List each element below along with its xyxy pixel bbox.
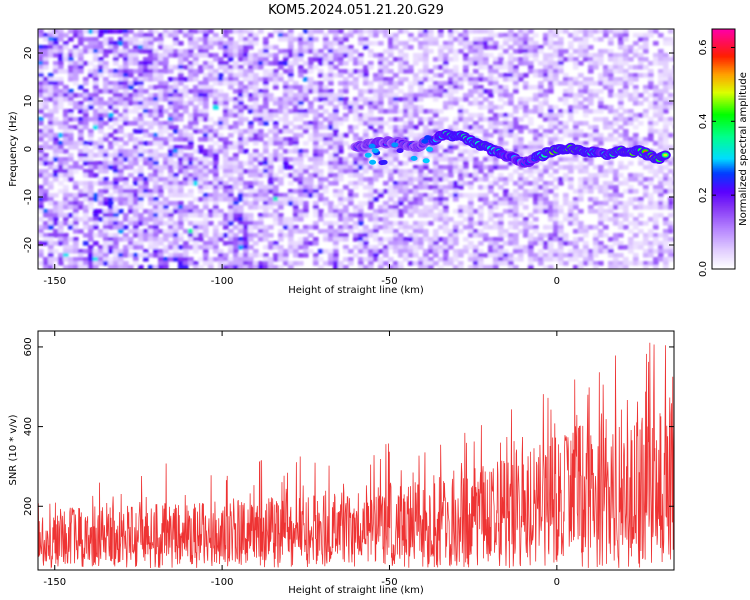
spectrogram-y-axis-label: Frequency (Hz): [8, 111, 19, 187]
spectrogram-x-tick-label: -50: [381, 276, 397, 287]
colorbar-frame: [711, 28, 736, 270]
colorbar-tick-label: 0.6: [698, 40, 709, 56]
snr-series-line: [38, 342, 674, 569]
snr-panel: -150 -100 -50 0 200 400 600 Height of straigh…: [8, 330, 675, 596]
snr-y-tick-label: 200: [23, 497, 34, 516]
spectrogram-y-tick-label: 10: [23, 95, 34, 108]
colorbar-tick-label: 0.2: [698, 187, 709, 203]
spectrogram-y-tick-label: -10: [23, 189, 34, 205]
colorbar-tick-label: 0.4: [698, 113, 709, 129]
snr-x-tick-label: -150: [43, 577, 66, 588]
snr-y-tick-label: 400: [23, 417, 34, 436]
snr-frame: [37, 330, 675, 571]
spectrogram-x-ticks: -150 -100 -50 0: [43, 29, 560, 287]
snr-x-axis-label: Height of straight line (km): [288, 585, 424, 596]
signal-ridge: [350, 129, 671, 168]
snr-x-ticks: -150 -100 -50 0: [43, 331, 560, 588]
heatmap-cells: [38, 29, 674, 269]
spectrogram-x-tick-label: 0: [554, 276, 560, 287]
spectrogram-y-tick-label: 20: [23, 47, 34, 60]
spectrogram-x-tick-label: -150: [43, 276, 66, 287]
snr-y-axis-label: SNR (10 * v/v): [8, 414, 19, 485]
snr-x-tick-label: 0: [554, 577, 560, 588]
colorbar-label: Normalized spectral amplitude: [738, 72, 749, 226]
colorbar-ticks: 0.0 0.2 0.4 0.6: [698, 40, 735, 277]
chart-title: KOM5.2024.051.21.20.G29: [268, 3, 444, 18]
colorbar-gradient: [712, 29, 735, 270]
colorbar: 0.0 0.2 0.4 0.6 Normalized spectral amplitu…: [698, 28, 749, 277]
spectrogram-x-tick-label: -100: [211, 276, 234, 287]
spectrogram-x-axis-label: Height of straight line (km): [288, 285, 424, 296]
spectrogram-y-tick-label: 0: [23, 146, 34, 152]
spectrogram-y-tick-label: -20: [23, 237, 34, 253]
spectrogram-y-ticks: -20 -10 0 10 20: [23, 47, 674, 253]
snr-y-ticks: 200 400 600: [23, 337, 674, 516]
snr-x-tick-label: -50: [381, 577, 397, 588]
snr-x-tick-label: -100: [211, 577, 234, 588]
snr-y-tick-label: 600: [23, 337, 34, 356]
colorbar-tick-label: 0.0: [698, 261, 709, 277]
